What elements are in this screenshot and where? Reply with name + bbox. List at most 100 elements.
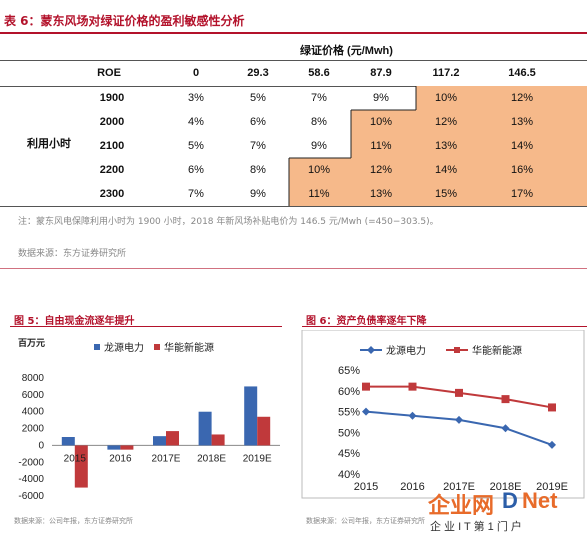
roe-value-cell: 11% <box>370 140 392 152</box>
legend-marker <box>454 347 460 353</box>
roe-value-cell: 7% <box>188 188 204 200</box>
y-tick-label: 45% <box>338 448 360 460</box>
y-tick-label: -4000 <box>18 474 44 485</box>
roe-value-cell: 10% <box>434 92 458 104</box>
chart5-title: 图 5：自由现金流逐年提升 <box>14 316 135 327</box>
chart6-source: 数据来源：公司年报，东方证券研究所 <box>306 517 425 525</box>
price-col-header: 0 <box>192 67 200 79</box>
x-tick-label: 2015 <box>64 453 87 464</box>
y-tick-label: 65% <box>338 365 360 377</box>
data-point <box>455 388 463 397</box>
data-point <box>455 415 463 424</box>
highlight-cell-bg <box>289 182 587 206</box>
x-tick-label: 2018E <box>197 453 226 464</box>
table-title: 表 6：蒙东风场对绿证价格的盈利敏感性分析 <box>4 14 245 28</box>
highlight-cell-bg <box>289 158 587 182</box>
table-source: 数据来源：东方证券研究所 <box>18 249 127 259</box>
x-tick-label: 2019E <box>243 453 272 464</box>
data-point <box>501 395 510 404</box>
price-col-header: 146.5 <box>508 67 536 79</box>
roe-value-cell: 7% <box>311 92 327 104</box>
chart-frame <box>301 330 585 499</box>
bar-龙源电力 <box>107 445 121 450</box>
legend-label: 华能新能源 <box>472 344 522 357</box>
roe-value-cell: 9% <box>311 140 327 152</box>
roe-value-cell: 15% <box>434 188 458 200</box>
y-tick-label: 60% <box>338 386 360 398</box>
data-point <box>501 424 510 433</box>
roe-header: ROE <box>97 67 121 79</box>
table-note: 注：蒙东风电保障利用小时为 1900 小时，2018 年新风场补贴电价为 146… <box>18 217 439 227</box>
roe-value-cell: 12% <box>510 92 534 104</box>
roe-value-cell: 17% <box>510 188 534 200</box>
data-point <box>362 407 370 416</box>
data-point <box>362 382 370 391</box>
y-axis-label: 百万元 <box>18 338 45 348</box>
chart6-debt-ratio: 65% 60% 55% 50% 45% 40% 龙源电力 华能新能源 2015 2016 2017E… <box>301 330 585 499</box>
y-tick-label: 6000 <box>22 390 45 401</box>
roe-value-cell: 14% <box>510 140 534 152</box>
title-underline <box>0 32 587 34</box>
section-divider <box>0 268 587 269</box>
hours-cell: 2000 <box>99 116 125 128</box>
roe-value-cell: 9% <box>373 92 389 104</box>
y-tick-label: 4000 <box>22 407 45 418</box>
roe-value-cell: 11% <box>308 188 330 200</box>
roe-value-cell: 6% <box>188 164 204 176</box>
bar-龙源电力 <box>244 386 258 446</box>
roe-value-cell: 8% <box>250 164 266 176</box>
roe-value-cell: 3% <box>188 92 204 104</box>
roe-value-cell: 5% <box>188 140 204 152</box>
hours-cell: 2300 <box>99 188 125 200</box>
roe-value-cell: 10% <box>307 164 331 176</box>
table-rule <box>0 60 587 61</box>
highlight-border <box>288 86 417 206</box>
y-tick-label: -2000 <box>18 457 44 468</box>
x-tick-label: 2016 <box>109 453 132 464</box>
data-point <box>408 411 417 420</box>
chart6-title: 图 6：资产负债率逐年下降 <box>306 316 427 327</box>
bar-华能新能源 <box>211 434 225 446</box>
highlight-cell-bg <box>351 110 587 134</box>
legend-marker <box>367 346 375 354</box>
chart5-title-underline <box>10 326 282 327</box>
bar-华能新能源 <box>74 445 88 488</box>
bar-华能新能源 <box>166 431 179 446</box>
price-col-header: 117.2 <box>432 67 460 79</box>
roe-value-cell: 12% <box>369 164 393 176</box>
x-tick-label: 2016 <box>400 481 424 493</box>
y-tick-label: 8000 <box>22 373 45 384</box>
data-point <box>548 403 556 412</box>
y-tick-label: -6000 <box>18 491 44 502</box>
data-point <box>408 382 417 391</box>
x-tick-label: 2017E <box>443 481 475 493</box>
roe-value-cell: 4% <box>188 116 204 128</box>
hours-cell: 2100 <box>99 140 125 152</box>
roe-value-cell: 13% <box>434 140 458 152</box>
roe-value-cell: 5% <box>250 92 266 104</box>
table-rule <box>0 206 587 207</box>
hours-cell: 2200 <box>99 164 125 176</box>
roe-value-cell: 13% <box>369 188 393 200</box>
roe-value-cell: 16% <box>510 164 534 176</box>
chart5-source: 数据来源：公司年报，东方证券研究所 <box>14 517 133 525</box>
highlight-cell-bg <box>351 134 587 158</box>
legend-swatch <box>94 344 100 350</box>
hours-cell: 1900 <box>99 92 125 104</box>
bar-龙源电力 <box>61 437 75 446</box>
roe-value-cell: 7% <box>250 140 266 152</box>
y-tick-label: 50% <box>338 427 360 439</box>
legend-label: 龙源电力 <box>104 341 144 354</box>
bar-龙源电力 <box>153 436 166 446</box>
bar-龙源电力 <box>198 411 212 446</box>
chart6-title-underline <box>302 326 587 327</box>
roe-value-cell: 12% <box>434 116 458 128</box>
y-tick-label: 40% <box>338 469 360 481</box>
roe-value-cell: 13% <box>510 116 534 128</box>
legend-label: 龙源电力 <box>386 344 426 357</box>
price-col-header: 29.3 <box>247 67 269 79</box>
x-tick-label: 2017E <box>152 453 181 464</box>
legend-label: 华能新能源 <box>164 341 214 354</box>
y-tick-label: 2000 <box>22 424 45 435</box>
roe-value-cell: 14% <box>434 164 458 176</box>
